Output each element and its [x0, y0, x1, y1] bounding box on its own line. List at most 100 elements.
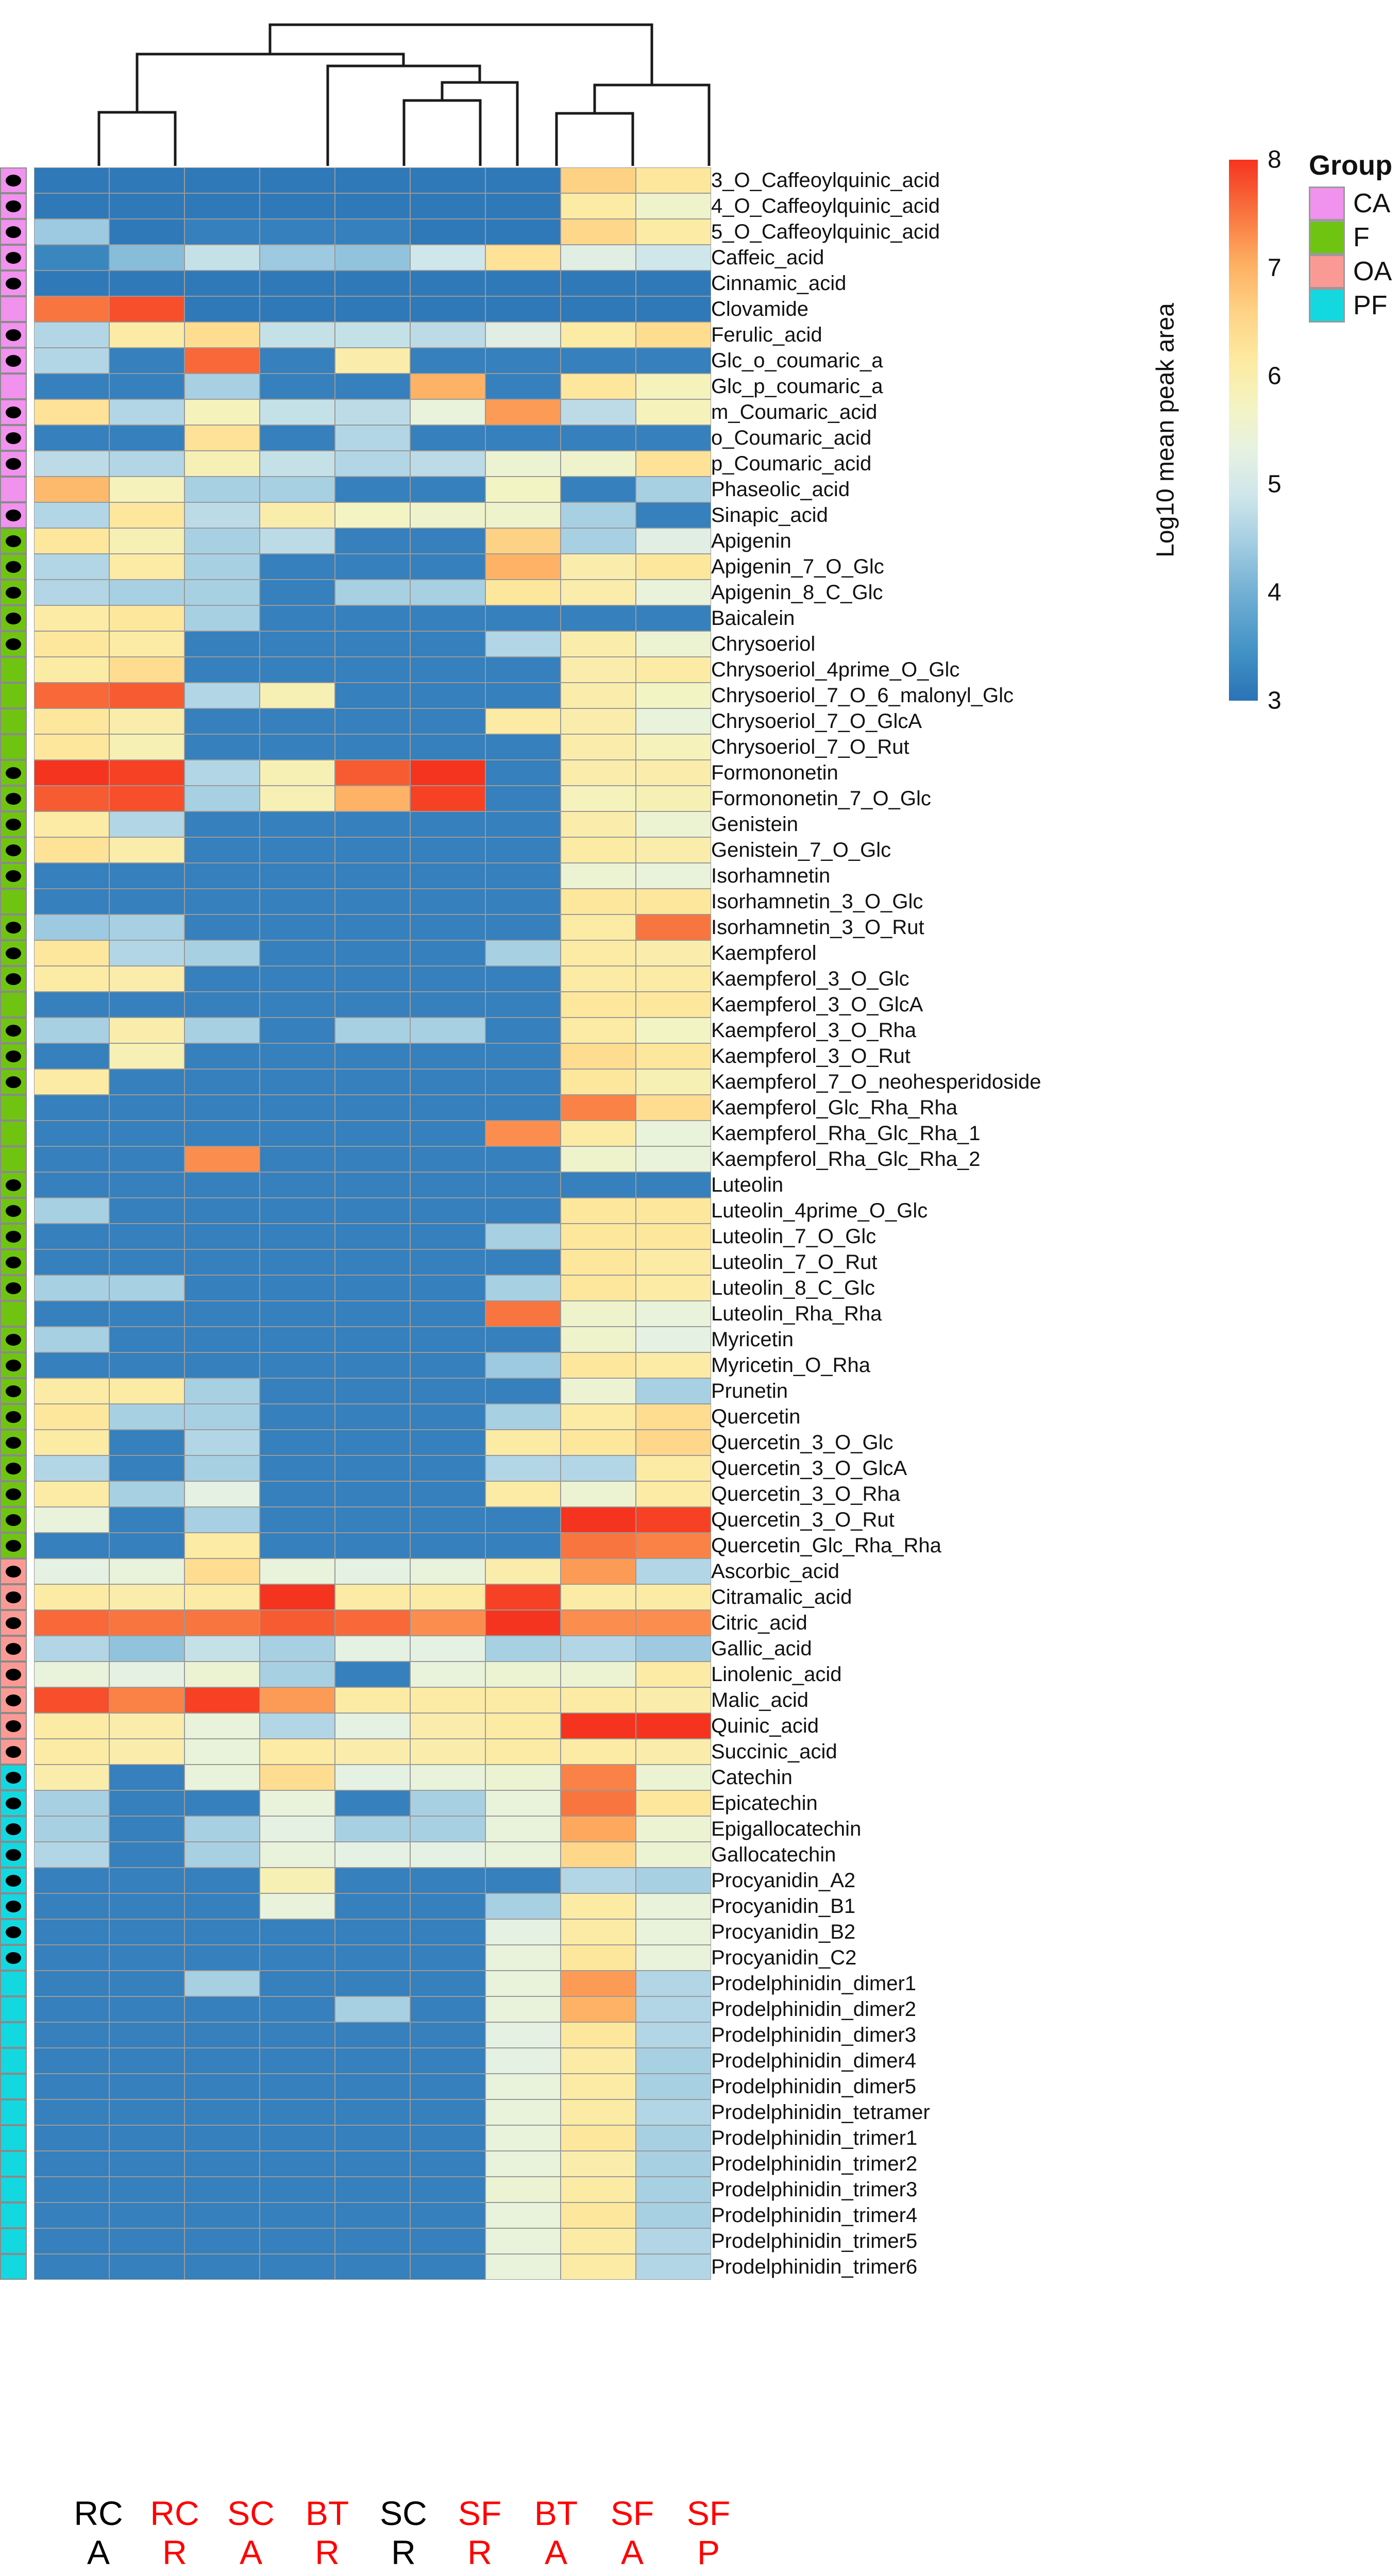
- heatmap-cell: [34, 1455, 109, 1481]
- heatmap-cell: [485, 348, 561, 374]
- heatmap-cell: [561, 708, 636, 734]
- heatmap-cell: [34, 219, 109, 245]
- heatmap-row: Prodelphinidin_trimer4: [0, 2202, 1041, 2228]
- row-group-swatch: [0, 528, 27, 554]
- annotation-gap: [27, 1121, 34, 1146]
- heatmap-cell: [335, 270, 410, 296]
- heatmap-cell: [34, 425, 109, 451]
- heatmap-cell: [636, 2202, 711, 2228]
- heatmap-cell: [485, 914, 561, 940]
- heatmap-cell: [410, 683, 485, 708]
- heatmap-cell: [561, 657, 636, 683]
- heatmap-cell: [636, 914, 711, 940]
- heatmap-cell: [34, 193, 109, 219]
- heatmap-cell: [34, 245, 109, 270]
- row-group-swatch: [0, 2099, 27, 2125]
- significance-dot-icon: [6, 1411, 21, 1423]
- significance-dot-icon: [6, 1385, 21, 1397]
- heatmap-row: Epigallocatechin: [0, 1816, 1041, 1842]
- heatmap-cell: [410, 270, 485, 296]
- heatmap-cell: [636, 1224, 711, 1249]
- row-group-swatch: [0, 1558, 27, 1584]
- heatmap-cell: [184, 1790, 260, 1816]
- heatmap-cell: [260, 1275, 335, 1301]
- heatmap-cell: [636, 502, 711, 528]
- heatmap-cell: [636, 863, 711, 889]
- group-legend-swatch: [1309, 221, 1345, 255]
- annotation-gap: [27, 451, 34, 477]
- heatmap-cell: [109, 811, 184, 837]
- group-legend-label: PF: [1353, 291, 1388, 320]
- heatmap-cell: [34, 1121, 109, 1146]
- heatmap-cell: [485, 1971, 561, 1996]
- row-group-swatch: [0, 889, 27, 914]
- heatmap-cell: [109, 1558, 184, 1584]
- heatmap-cell: [561, 1224, 636, 1249]
- row-label: Ferulic_acid: [711, 324, 822, 346]
- group-legend-item: CA: [1309, 187, 1392, 221]
- row-label: Prodelphinidin_trimer1: [711, 2127, 918, 2149]
- heatmap-cell: [34, 1971, 109, 1996]
- heatmap-cell: [335, 1018, 410, 1043]
- heatmap-cell: [410, 863, 485, 889]
- heatmap-cell: [636, 477, 711, 502]
- significance-dot-icon: [6, 1771, 21, 1784]
- row-label: o_Coumaric_acid: [711, 427, 872, 449]
- column-label-line1: RC: [74, 2494, 123, 2532]
- heatmap-cell: [109, 1739, 184, 1765]
- annotation-gap: [27, 193, 34, 219]
- row-label: Epigallocatechin: [711, 1818, 862, 1840]
- heatmap-cell: [636, 219, 711, 245]
- heatmap-cell: [561, 1610, 636, 1636]
- annotation-gap: [27, 708, 34, 734]
- heatmap-cell: [109, 1249, 184, 1275]
- row-group-swatch: [0, 1687, 27, 1713]
- heatmap-cell: [109, 683, 184, 708]
- heatmap-cell: [485, 1455, 561, 1481]
- row-group-swatch: [0, 2125, 27, 2151]
- significance-dot-icon: [6, 1849, 21, 1861]
- significance-dot-icon: [6, 1900, 21, 1912]
- heatmap-cell: [636, 1198, 711, 1224]
- heatmap-cell: [636, 1816, 711, 1842]
- heatmap-cell: [485, 1172, 561, 1198]
- heatmap-cell: [636, 1919, 711, 1945]
- heatmap-cell: [260, 2228, 335, 2254]
- heatmap-cell: [109, 1584, 184, 1610]
- heatmap-cell: [260, 683, 335, 708]
- annotation-gap: [27, 1636, 34, 1662]
- heatmap-cell: [109, 2022, 184, 2048]
- heatmap-cell: [184, 2202, 260, 2228]
- significance-dot-icon: [6, 1617, 21, 1629]
- heatmap-cell: [561, 2074, 636, 2099]
- heatmap-cell: [485, 1919, 561, 1945]
- heatmap-cell: [109, 219, 184, 245]
- heatmap-cell: [260, 1610, 335, 1636]
- group-legend-title: Group: [1309, 150, 1392, 181]
- heatmap-row: Prodelphinidin_trimer5: [0, 2228, 1041, 2254]
- heatmap-row: Luteolin_4prime_O_Glc: [0, 1198, 1041, 1224]
- significance-dot-icon: [6, 1282, 21, 1294]
- heatmap-cell: [335, 992, 410, 1018]
- heatmap-cell: [335, 1430, 410, 1455]
- annotation-gap: [27, 554, 34, 580]
- column-label-line1: SF: [458, 2494, 502, 2532]
- heatmap-cell: [636, 580, 711, 605]
- heatmap-cell: [561, 811, 636, 837]
- row-group-swatch: [0, 1662, 27, 1687]
- heatmap-cell: [34, 1919, 109, 1945]
- heatmap-cell: [485, 1945, 561, 1971]
- heatmap-cell: [109, 1455, 184, 1481]
- heatmap-cell: [410, 1121, 485, 1146]
- heatmap-cell: [260, 914, 335, 940]
- heatmap-cell: [561, 528, 636, 554]
- heatmap-cell: [561, 683, 636, 708]
- annotation-gap: [27, 219, 34, 245]
- row-group-swatch: [0, 1224, 27, 1249]
- heatmap-cell: [34, 2254, 109, 2280]
- heatmap-cell: [335, 193, 410, 219]
- heatmap-cell: [485, 245, 561, 270]
- heatmap-cell: [184, 425, 260, 451]
- heatmap-cell: [109, 1198, 184, 1224]
- heatmap-cell: [184, 2151, 260, 2177]
